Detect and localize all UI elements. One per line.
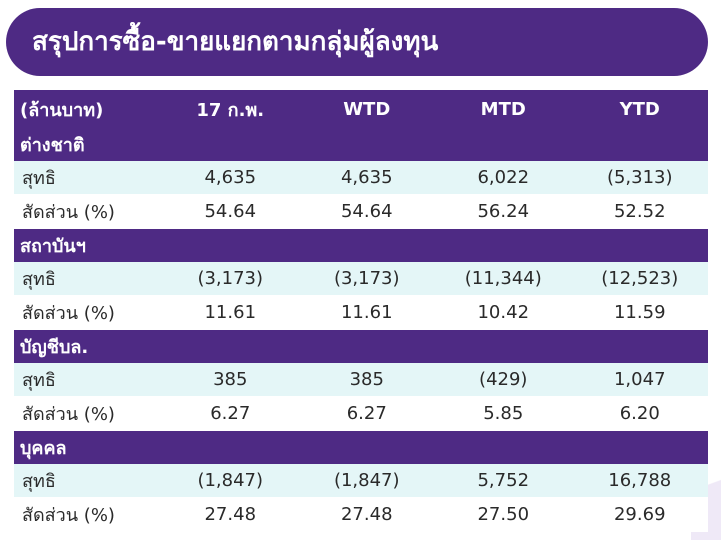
cell-wtd: (3,173): [298, 262, 435, 296]
table-row: สัดส่วน (%) 11.61 11.61 10.42 11.59: [14, 295, 708, 330]
group-row-institution: สถาบันฯ: [14, 228, 708, 262]
row-label: สุทธิ: [14, 262, 162, 296]
table-header-row: (ล้านบาท) 17 ก.พ. WTD MTD YTD: [14, 90, 708, 128]
cell-mtd: 56.24: [435, 194, 572, 229]
cell-mtd: 27.50: [435, 497, 572, 532]
cell-mtd: 10.42: [435, 295, 572, 330]
group-label: ต่างชาติ: [14, 128, 708, 161]
table-row: สัดส่วน (%) 54.64 54.64 56.24 52.52: [14, 194, 708, 229]
cell-day: 6.27: [162, 396, 299, 431]
group-row-individual: บุคคล: [14, 430, 708, 464]
group-label: บุคคล: [14, 430, 708, 464]
table-row: สุทธิ (1,847) (1,847) 5,752 16,788: [14, 464, 708, 498]
cell-wtd: 4,635: [298, 161, 435, 195]
cell-ytd: 1,047: [571, 363, 708, 397]
cell-day: 4,635: [162, 161, 299, 195]
cell-mtd: (11,344): [435, 262, 572, 296]
table-row: สุทธิ 385 385 (429) 1,047: [14, 363, 708, 397]
cell-wtd: 6.27: [298, 396, 435, 431]
group-row-broker-account: บัญชีบล.: [14, 329, 708, 363]
cell-wtd: 11.61: [298, 295, 435, 330]
cell-mtd: 5,752: [435, 464, 572, 498]
row-label: สัดส่วน (%): [14, 295, 162, 330]
header-mtd: MTD: [435, 90, 572, 128]
cell-ytd: 29.69: [571, 497, 708, 532]
cell-wtd: 27.48: [298, 497, 435, 532]
cell-wtd: 54.64: [298, 194, 435, 229]
header-unit: (ล้านบาท): [14, 90, 162, 128]
row-label: สัดส่วน (%): [14, 396, 162, 431]
title-banner: สรุปการซื้อ-ขายแยกตามกลุ่มผู้ลงทุน: [6, 8, 708, 76]
header-ytd: YTD: [571, 90, 708, 128]
table-row: สุทธิ (3,173) (3,173) (11,344) (12,523): [14, 262, 708, 296]
header-day: 17 ก.พ.: [162, 90, 299, 128]
group-label: สถาบันฯ: [14, 228, 708, 262]
group-row-foreign: ต่างชาติ: [14, 128, 708, 161]
cell-day: (3,173): [162, 262, 299, 296]
cell-day: 385: [162, 363, 299, 397]
investor-summary-table: (ล้านบาท) 17 ก.พ. WTD MTD YTD ต่างชาติ ส…: [14, 90, 708, 532]
table-row: สัดส่วน (%) 27.48 27.48 27.50 29.69: [14, 497, 708, 532]
cell-mtd: 6,022: [435, 161, 572, 195]
cell-wtd: (1,847): [298, 464, 435, 498]
cell-wtd: 385: [298, 363, 435, 397]
cell-day: 11.61: [162, 295, 299, 330]
group-label: บัญชีบล.: [14, 329, 708, 363]
row-label: สุทธิ: [14, 464, 162, 498]
table-row: สุทธิ 4,635 4,635 6,022 (5,313): [14, 161, 708, 195]
cell-mtd: 5.85: [435, 396, 572, 431]
header-wtd: WTD: [298, 90, 435, 128]
cell-ytd: 16,788: [571, 464, 708, 498]
cell-ytd: 6.20: [571, 396, 708, 431]
cell-ytd: 11.59: [571, 295, 708, 330]
page-title: สรุปการซื้อ-ขายแยกตามกลุ่มผู้ลงทุน: [32, 27, 439, 57]
cell-day: 54.64: [162, 194, 299, 229]
cell-mtd: (429): [435, 363, 572, 397]
row-label: สุทธิ: [14, 363, 162, 397]
cell-day: (1,847): [162, 464, 299, 498]
cell-ytd: (5,313): [571, 161, 708, 195]
cell-ytd: 52.52: [571, 194, 708, 229]
cell-day: 27.48: [162, 497, 299, 532]
row-label: สัดส่วน (%): [14, 497, 162, 532]
row-label: สัดส่วน (%): [14, 194, 162, 229]
cell-ytd: (12,523): [571, 262, 708, 296]
table-row: สัดส่วน (%) 6.27 6.27 5.85 6.20: [14, 396, 708, 431]
row-label: สุทธิ: [14, 161, 162, 195]
